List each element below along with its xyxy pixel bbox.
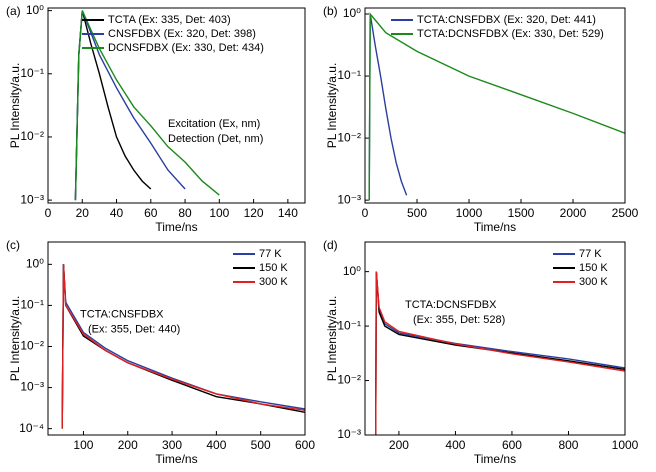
legend-label: CNSFDBX (Ex: 320, Det: 398)	[108, 28, 256, 40]
panel-label: (b)	[323, 4, 338, 18]
x-tick-label: 1000	[456, 206, 483, 220]
legend-label: 150 K	[579, 262, 608, 274]
y-tick-label: 10⁻²	[20, 339, 44, 353]
legend-label: 300 K	[259, 276, 288, 288]
annotation: Detection (Det, nm)	[168, 133, 263, 145]
legend-label: DCNSFDBX (Ex: 330, Det: 434)	[108, 42, 264, 54]
x-tick-label: 20	[76, 206, 90, 220]
x-tick-label: 100	[209, 206, 229, 220]
x-tick-label: 0	[362, 206, 369, 220]
series-line	[61, 264, 305, 429]
annotation: TCTA:DCNSFDBX	[405, 299, 497, 311]
x-tick-label: 800	[558, 438, 578, 452]
x-tick-label: 500	[407, 206, 427, 220]
y-tick-label: 10⁰	[26, 257, 44, 271]
series-line	[375, 271, 625, 435]
x-tick-label: 1000	[612, 438, 639, 452]
y-tick-label: 10⁻²	[337, 130, 361, 144]
panel-label: (c)	[6, 238, 20, 252]
y-tick-label: 10⁻³	[20, 380, 44, 394]
legend-label: 150 K	[259, 262, 288, 274]
x-tick-label: 120	[244, 206, 264, 220]
annotation: (Ex: 355, Det: 528)	[413, 314, 505, 326]
x-tick-label: 300	[162, 438, 182, 452]
plot-frame	[47, 7, 306, 204]
y-axis-label: PL Intensity/a.u.	[325, 63, 339, 149]
y-tick-label: 10⁻¹	[20, 66, 44, 80]
y-axis-label: PL Intensity/a.u.	[8, 63, 22, 149]
plot-frame	[364, 241, 626, 436]
y-tick-label: 10⁰	[26, 3, 44, 17]
x-tick-label: 80	[178, 206, 192, 220]
series-line	[368, 13, 408, 201]
series-line	[61, 264, 305, 429]
legend-label: TCTA (Ex: 335, Det: 403)	[108, 14, 231, 26]
y-tick-label: 10⁻²	[337, 373, 361, 387]
x-tick-label: 200	[118, 438, 138, 452]
x-tick-label: 400	[445, 438, 465, 452]
x-tick-label: 140	[278, 206, 298, 220]
x-tick-label: 2000	[560, 206, 587, 220]
y-tick-label: 10⁻³	[20, 192, 44, 206]
x-tick-label: 40	[110, 206, 124, 220]
y-axis-label: PL Intensity/a.u.	[8, 296, 22, 382]
x-axis-label: Time/ns	[474, 452, 516, 466]
legend-label: 300 K	[579, 276, 608, 288]
x-tick-label: 600	[502, 438, 522, 452]
series-line	[375, 271, 625, 435]
annotation: Excitation (Ex, nm)	[168, 118, 260, 130]
y-tick-label: 10⁻¹	[337, 318, 361, 332]
y-tick-label: 10⁰	[343, 6, 361, 20]
x-tick-label: 100	[73, 438, 93, 452]
plot-frame	[47, 241, 306, 436]
legend-label: 77 K	[579, 248, 602, 260]
y-tick-label: 10⁰	[343, 264, 361, 278]
x-tick-label: 0	[45, 206, 52, 220]
panel-label: (a)	[6, 4, 21, 18]
x-tick-label: 500	[251, 438, 271, 452]
y-tick-label: 10⁻¹	[20, 298, 44, 312]
series-line	[368, 12, 625, 201]
panel-label: (d)	[323, 238, 338, 252]
y-tick-label: 10⁻²	[20, 129, 44, 143]
legend-label: TCTA:CNSFDBX (Ex: 320, Det: 441)	[417, 14, 596, 26]
y-tick-label: 10⁻⁴	[19, 421, 44, 435]
plot-frame	[364, 7, 626, 204]
x-tick-label: 2500	[612, 206, 639, 220]
y-tick-label: 10⁻³	[337, 427, 361, 441]
series-line	[375, 271, 625, 435]
x-axis-label: Time/ns	[155, 452, 197, 466]
x-tick-label: 1500	[508, 206, 535, 220]
annotation: (Ex: 355, Det: 440)	[88, 324, 180, 336]
annotation: TCTA:CNSFDBX	[80, 309, 164, 321]
y-tick-label: 10⁻³	[337, 192, 361, 206]
x-axis-label: Time/ns	[474, 220, 516, 234]
x-tick-label: 600	[295, 438, 315, 452]
x-tick-label: 60	[144, 206, 158, 220]
legend-label: 77 K	[259, 248, 282, 260]
y-tick-label: 10⁻¹	[337, 68, 361, 82]
series-line	[74, 10, 220, 201]
legend-label: TCTA:DCNSFDBX (Ex: 330, Det: 529)	[417, 28, 604, 40]
y-axis-label: PL Intensity/a.u.	[325, 296, 339, 382]
x-axis-label: Time/ns	[155, 220, 197, 234]
x-tick-label: 200	[389, 438, 409, 452]
x-tick-label: 400	[206, 438, 226, 452]
